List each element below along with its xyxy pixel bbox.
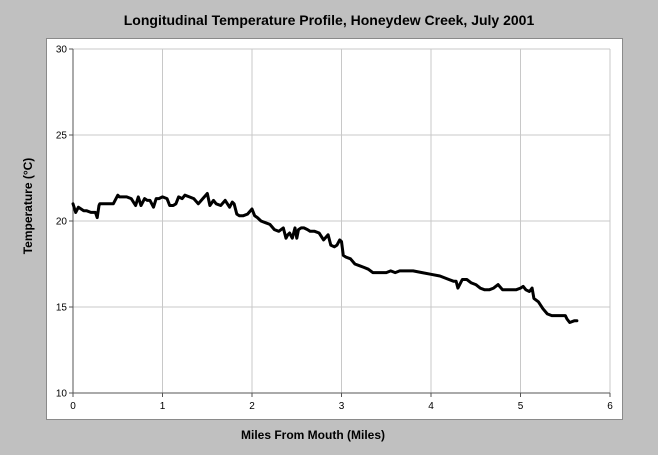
- temperature-line: [71, 192, 579, 324]
- y-tick-label: 25: [56, 131, 68, 142]
- x-axis-label: Miles From Mouth (Miles): [241, 428, 385, 442]
- x-tick-label: 0: [70, 401, 76, 412]
- y-tick-label: 15: [56, 303, 68, 314]
- x-tick-label: 4: [428, 401, 434, 412]
- chart-title: Longitudinal Temperature Profile, Honeyd…: [123, 12, 535, 28]
- plot-frame: 0 1 2 3 4 5 6 10 15 20 25 30: [46, 38, 623, 420]
- x-tick-label: 3: [339, 401, 345, 412]
- y-tick-label: 30: [56, 45, 68, 56]
- x-tick-label: 2: [249, 401, 255, 412]
- y-tick-label: 20: [56, 217, 68, 228]
- y-tick-label: 10: [56, 389, 68, 400]
- x-tick-label: 1: [160, 401, 166, 412]
- chart-plot: 0 1 2 3 4 5 6 10 15 20 25 30: [56, 45, 613, 413]
- x-tick-label: 5: [518, 401, 524, 412]
- x-tick-label: 6: [607, 401, 613, 412]
- y-axis-label: Temperature (°C): [21, 157, 35, 255]
